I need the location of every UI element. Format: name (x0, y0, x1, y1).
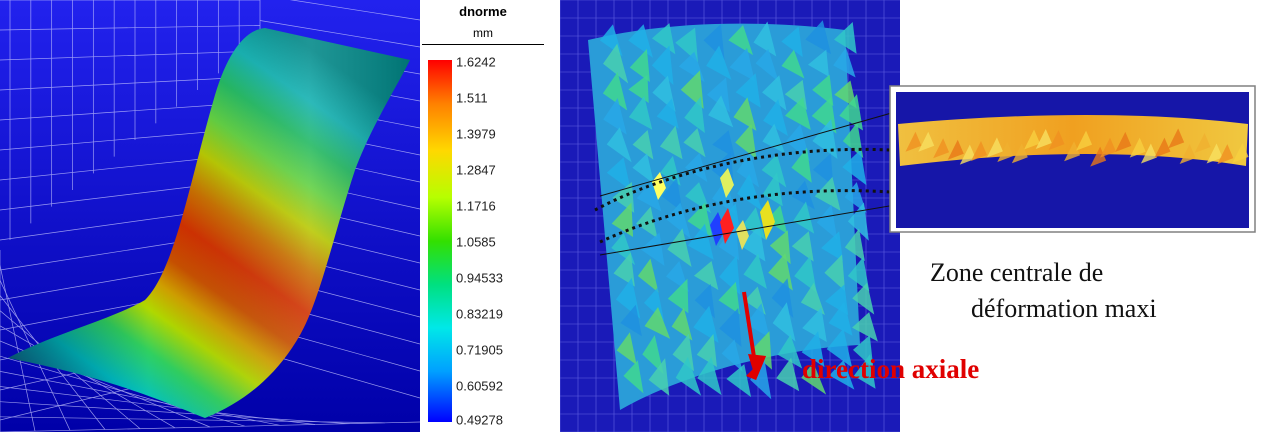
surface-3d-view (0, 0, 420, 432)
surface-shading (8, 28, 410, 418)
strain-facets (599, 20, 878, 400)
legend-tick: 1.3979 (456, 126, 496, 142)
leader-line-top (599, 111, 896, 197)
zoom-inset (889, 85, 1256, 233)
strain-map-svg (560, 0, 1256, 432)
inset-facets (905, 128, 1249, 167)
legend-tick: 0.49278 (456, 412, 503, 428)
legend-tick: 1.6242 (456, 54, 496, 70)
legend-tick: 1.0585 (456, 234, 496, 250)
high-facet (652, 172, 666, 200)
zone-caption-line1: Zone centrale de (930, 258, 1104, 287)
highlighted-facets (652, 168, 775, 250)
axial-direction-label: direction axiale (802, 354, 980, 384)
max-facet (720, 208, 734, 244)
legend-tick: 1.511 (456, 90, 488, 106)
legend-tick: 1.2847 (456, 162, 496, 178)
surface-3d-svg (0, 0, 420, 432)
high-facet (736, 220, 749, 250)
strain-map-view: Zone centrale de déformation maxi direct… (560, 0, 1267, 432)
legend-title: dnorme (459, 4, 507, 19)
axial-arrow (742, 291, 766, 380)
color-scale-bar (428, 60, 452, 422)
zone-caption-line2: déformation maxi (971, 294, 1157, 323)
high-facet (720, 168, 734, 198)
legend-unit: mm (473, 26, 493, 40)
legend-tick: 0.60592 (456, 378, 503, 394)
zone-boundary-lower (599, 189, 891, 244)
legend-tick: 0.83219 (456, 306, 503, 322)
leader-line-bottom (599, 204, 896, 256)
high-facet (760, 200, 775, 240)
zone-boundary-upper (594, 147, 891, 212)
color-legend: dnorme mm 1.6242 1.511 1.3979 1.2847 1.1… (420, 0, 560, 432)
legend-tick: 1.1716 (456, 198, 496, 214)
legend-tick: 0.71905 (456, 342, 503, 358)
legend-tick: 0.94533 (456, 270, 503, 286)
legend-divider (422, 44, 544, 45)
